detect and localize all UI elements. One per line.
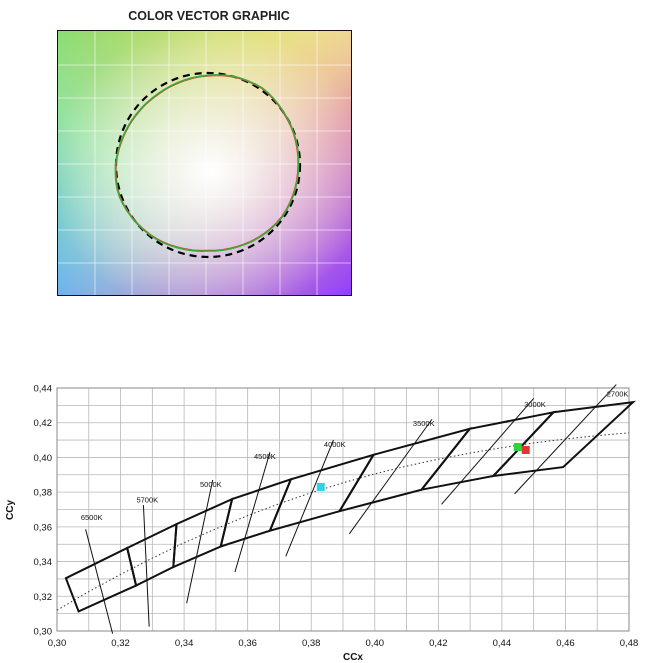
vector-series-0 xyxy=(114,74,299,252)
cie-chromaticity-chart: 6500K 5700K 5000K 4500K 4000K 3500K 3000K 2700K… xyxy=(5,384,639,663)
cct-label-3000K: 3000K xyxy=(524,400,546,409)
isotherm-5700K xyxy=(142,505,150,627)
isotherm-3500K xyxy=(348,418,433,535)
vector-plot-area xyxy=(114,71,302,259)
y-tick-label: 0,38 xyxy=(34,488,53,499)
ansi-bin-1 xyxy=(126,522,178,587)
x-tick-label: 0,48 xyxy=(620,638,639,649)
x-axis-label: CCx xyxy=(343,652,363,663)
x-tick-label: 0,42 xyxy=(429,638,448,649)
x-tick-label: 0,36 xyxy=(238,638,257,649)
cct-label-3500K: 3500K xyxy=(413,419,435,428)
ansi-bin-4 xyxy=(268,453,376,533)
cct-label-4500K: 4500K xyxy=(254,452,276,461)
cct-label-4000K: 4000K xyxy=(324,440,346,449)
y-tick-label: 0,42 xyxy=(34,418,53,429)
x-tick-label: 0,30 xyxy=(48,638,67,649)
isotherm-4500K xyxy=(234,452,271,573)
plot-frame xyxy=(56,387,630,632)
plot-grid xyxy=(56,387,630,632)
ansi-bin-7 xyxy=(490,400,637,478)
isotherm-lines xyxy=(85,384,617,634)
ansi-bin-0 xyxy=(64,546,138,613)
planckian-locus xyxy=(56,432,630,611)
x-tick-label: 0,46 xyxy=(556,638,575,649)
cct-label-5000K: 5000K xyxy=(200,480,222,489)
y-tick-label: 0,36 xyxy=(34,522,53,533)
y-tick-label: 0,44 xyxy=(34,384,53,395)
x-tick-label: 0,38 xyxy=(302,638,321,649)
measured-point-2 xyxy=(521,445,530,454)
measured-point-0 xyxy=(316,482,325,491)
measured-points xyxy=(316,443,530,491)
cct-label-6500K: 6500K xyxy=(81,513,103,522)
y-tick-label: 0,32 xyxy=(34,592,53,603)
y-tick-label: 0,30 xyxy=(34,627,53,638)
cct-labels: 6500K 5700K 5000K 4500K 4000K 3500K 3000K 2700K xyxy=(81,390,629,522)
ansi-bin-5 xyxy=(337,427,473,513)
axis-ticks: 0,30 0,32 0,34 0,36 0,38 0,40 0,42 0,44 0,46 0,48… xyxy=(34,384,639,650)
x-tick-label: 0,40 xyxy=(366,638,385,649)
x-tick-label: 0,44 xyxy=(493,638,512,649)
ansi-bins xyxy=(64,400,637,613)
isotherm-6500K xyxy=(85,529,114,634)
y-tick-label: 0,34 xyxy=(34,557,53,568)
x-tick-label: 0,34 xyxy=(175,638,194,649)
isotherm-5000K xyxy=(186,479,214,604)
chart-title: COLOR VECTOR GRAPHIC xyxy=(128,9,290,23)
vector-series-1 xyxy=(114,74,300,253)
y-tick-label: 0,40 xyxy=(34,453,53,464)
y-axis-label: CCy xyxy=(5,500,16,520)
ansi-bin-3 xyxy=(219,477,293,548)
measured-point-1 xyxy=(513,443,522,452)
color-vector-panel xyxy=(57,30,352,296)
isotherm-4000K xyxy=(285,439,334,557)
cct-label-2700K: 2700K xyxy=(607,390,629,399)
x-tick-label: 0,32 xyxy=(111,638,130,649)
isotherm-3000K xyxy=(441,398,535,505)
isotherm-2700K xyxy=(514,384,617,495)
planckian-locus-line xyxy=(56,432,630,611)
cct-label-5700K: 5700K xyxy=(136,496,158,505)
